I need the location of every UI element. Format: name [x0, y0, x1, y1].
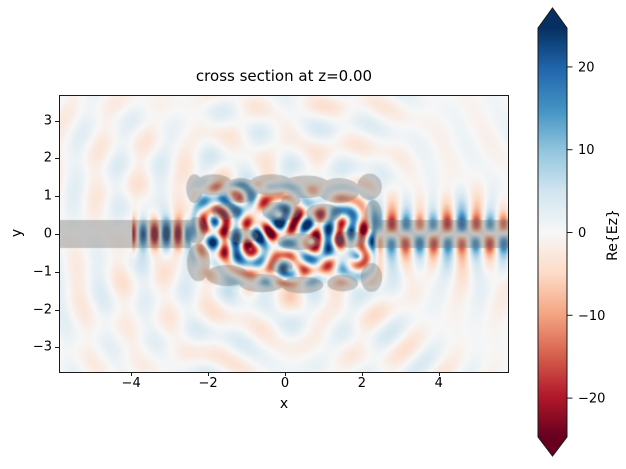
y-tick-label: 2: [43, 150, 52, 166]
x-tick-label: −2: [198, 376, 218, 391]
y-tick-mark: [55, 309, 59, 311]
plot-title: cross section at z=0.00: [195, 67, 373, 85]
x-tick-mark: [131, 372, 133, 376]
y-axis-label: y: [9, 228, 25, 238]
x-tick-label: −4: [121, 376, 141, 391]
y-tick-label: 1: [43, 188, 52, 204]
y-tick-mark: [55, 196, 59, 198]
y-tick-label: −2: [32, 302, 52, 318]
colorbar-tick-label: 10: [578, 143, 595, 158]
y-tick-mark: [55, 158, 59, 160]
y-tick-label: −3: [32, 339, 52, 355]
colorbar-gradient-bar: [537, 7, 568, 457]
x-tick-mark: [284, 372, 286, 376]
colorbar-tick-label: −10: [578, 309, 605, 324]
y-tick-mark: [55, 271, 59, 273]
colorbar-label: Re{Ez}: [605, 209, 621, 261]
x-tick-mark: [208, 372, 210, 376]
colorbar: 20 10 0 −10 −20: [537, 7, 605, 457]
y-tick-mark: [55, 347, 59, 349]
y-tick-label: −1: [32, 264, 52, 280]
colorbar-tick-label: 20: [578, 60, 595, 75]
x-tick-label: 4: [434, 376, 443, 391]
x-tick-mark: [361, 372, 363, 376]
colorbar-tick-label: −20: [578, 392, 605, 407]
y-tick-label: 0: [43, 226, 52, 242]
x-tick-label: 2: [357, 376, 366, 391]
y-tick-label: 3: [43, 113, 52, 129]
y-tick-mark: [55, 120, 59, 122]
x-tick-mark: [438, 372, 440, 376]
colorbar-tick-label: 0: [578, 226, 586, 241]
x-tick-label: 0: [280, 376, 290, 391]
y-tick-mark: [55, 234, 59, 235]
field-heatmap-canvas: [60, 96, 508, 372]
plot-area: [59, 95, 509, 373]
x-axis-label: x: [279, 396, 289, 412]
